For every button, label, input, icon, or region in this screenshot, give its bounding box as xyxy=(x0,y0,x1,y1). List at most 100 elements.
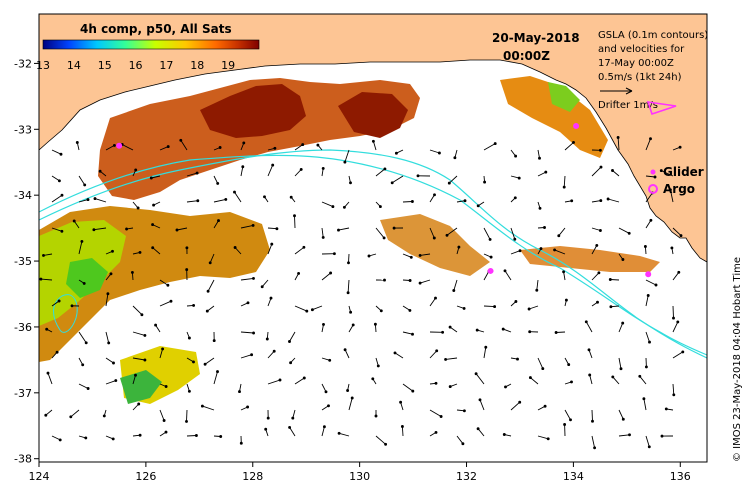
velocity-arrow-head xyxy=(260,285,264,289)
velocity-arrow-head xyxy=(109,272,113,276)
velocity-arrow-head xyxy=(185,419,188,423)
velocity-arrow-head xyxy=(324,390,328,394)
velocity-arrow xyxy=(267,379,281,385)
velocity-arrow xyxy=(51,194,63,203)
velocity-arrow-head xyxy=(462,306,466,310)
velocity-arrow xyxy=(186,200,198,203)
argo-label: Argo xyxy=(663,182,695,196)
velocity-arrow xyxy=(240,166,244,177)
velocity-arrow-head xyxy=(384,442,388,446)
velocity-arrow xyxy=(294,377,305,385)
velocity-arrow xyxy=(213,371,218,385)
velocity-arrow-head xyxy=(627,231,631,235)
composite-title: 4h comp, p50, All Sats xyxy=(80,22,232,36)
velocity-arrow-head xyxy=(621,417,625,421)
velocity-arrow-head xyxy=(448,325,452,329)
velocity-arrow xyxy=(348,253,350,263)
velocity-arrow-head xyxy=(343,348,347,352)
velocity-arrow xyxy=(591,272,600,281)
sst-patch-green-low xyxy=(120,370,162,404)
velocity-arrow xyxy=(618,322,624,333)
velocity-arrow-head xyxy=(151,246,155,250)
velocity-arrow-head xyxy=(390,181,394,185)
colorbar: 4h comp, p50, All Sats 13 14 15 16 17 18 19 xyxy=(36,22,260,72)
gsla-line-3: 17-May 00:00Z xyxy=(598,58,674,69)
velocity-arrow xyxy=(556,331,566,333)
velocity-arrow-head xyxy=(644,365,648,369)
velocity-arrow-head xyxy=(185,246,189,250)
velocity-arrow-head xyxy=(55,350,59,354)
velocity-arrow xyxy=(661,170,674,177)
velocity-arrow-head xyxy=(134,373,137,377)
velocity-arrow-head xyxy=(504,385,507,389)
velocity-arrow-head xyxy=(393,351,397,355)
velocity-arrow-head xyxy=(242,141,246,145)
velocity-arrow-head xyxy=(194,434,198,437)
velocity-arrow-head xyxy=(329,271,333,275)
velocity-arrow-head xyxy=(544,170,548,174)
velocity-arrow xyxy=(121,144,134,151)
velocity-arrow-head xyxy=(251,223,255,227)
velocity-arrow-head xyxy=(342,205,346,209)
velocity-arrow xyxy=(159,279,169,286)
velocity-arrow xyxy=(51,175,60,182)
velocity-arrow xyxy=(645,331,650,343)
velocity-arrow xyxy=(321,426,325,437)
velocity-vectors xyxy=(39,136,685,450)
velocity-arrow-head xyxy=(250,353,254,357)
velocity-arrow-head xyxy=(418,281,422,285)
velocity-arrow-head xyxy=(140,313,144,317)
y-tick-label: -35 xyxy=(14,255,32,268)
velocity-arrow-head xyxy=(72,219,76,223)
velocity-arrow xyxy=(51,227,63,232)
velocity-arrow xyxy=(321,383,327,393)
velocity-arrow-head xyxy=(187,389,191,393)
velocity-arrow xyxy=(483,270,490,281)
velocity-arrow-head xyxy=(111,437,115,441)
velocity-arrow-head xyxy=(203,362,207,366)
velocity-arrow-head xyxy=(616,136,620,139)
sst-patch-hot xyxy=(200,84,306,138)
velocity-arrow xyxy=(510,227,516,240)
velocity-arrow xyxy=(530,377,539,385)
velocity-arrow-head xyxy=(383,167,387,171)
velocity-arrow xyxy=(591,227,601,231)
velocity-arrow-head xyxy=(672,393,676,397)
velocity-arrow xyxy=(401,426,404,437)
velocity-arrow-head xyxy=(457,245,461,249)
velocity-arrow-head xyxy=(611,375,615,379)
velocity-arrow-head xyxy=(374,414,378,418)
velocity-arrow xyxy=(312,305,323,311)
velocity-arrow-head xyxy=(392,226,396,230)
x-tick-label: 130 xyxy=(349,470,370,483)
velocity-arrow-head xyxy=(516,357,519,361)
velocity-arrow xyxy=(510,250,521,255)
velocity-arrow-head xyxy=(169,299,173,303)
velocity-arrow-head xyxy=(59,152,63,156)
velocity-arrow xyxy=(585,321,593,333)
velocity-arrow-head xyxy=(301,143,305,147)
glider-markers xyxy=(116,123,652,278)
velocity-arrow xyxy=(563,175,566,188)
velocity-arrow-head xyxy=(570,199,574,203)
velocity-arrow-head xyxy=(278,378,282,382)
velocity-arrow xyxy=(445,357,458,360)
y-tick-label: -34 xyxy=(14,189,32,202)
velocity-arrow xyxy=(391,175,404,184)
time-label: 00:00Z xyxy=(503,49,550,63)
velocity-arrow xyxy=(213,198,226,203)
velocity-arrow xyxy=(446,227,458,236)
argo-legend-icon xyxy=(648,184,658,194)
velocity-arrow xyxy=(78,383,89,389)
velocity-arrow-head xyxy=(331,205,335,209)
velocity-arrow-head xyxy=(149,176,153,180)
velocity-arrow-head xyxy=(166,145,170,149)
velocity-arrow-head xyxy=(166,283,170,287)
colorbar-tick-label: 16 xyxy=(129,59,143,72)
x-tick-label: 134 xyxy=(563,470,584,483)
velocity-arrow-head xyxy=(321,235,325,239)
velocity-arrow-head xyxy=(349,181,352,185)
velocity-arrow-head xyxy=(489,255,493,259)
sst-patch-east-green xyxy=(548,82,580,112)
colorbar-tick-label: 19 xyxy=(221,59,235,72)
